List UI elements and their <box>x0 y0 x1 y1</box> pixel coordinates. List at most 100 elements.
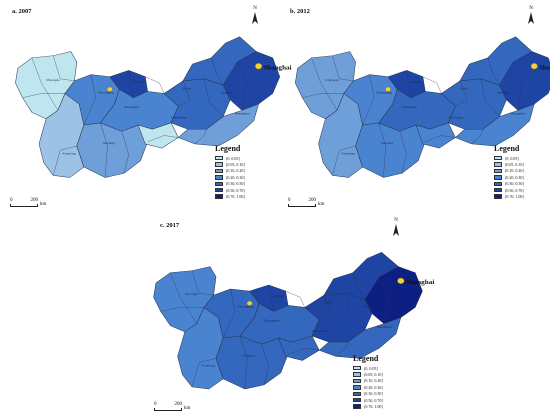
legend-swatch <box>215 168 223 174</box>
county-boundary <box>191 358 217 387</box>
county-boundary <box>378 122 386 178</box>
legend-swatch <box>494 175 502 180</box>
county-boundary <box>487 57 500 86</box>
city-label: Changsha <box>264 319 280 323</box>
city-label: Nanjing <box>497 91 508 95</box>
panel-title: b. 2012 <box>290 8 310 15</box>
legend-item: (0.30, 0.50] <box>215 181 245 187</box>
map-region-south-central <box>215 335 289 390</box>
city-marker <box>246 300 253 306</box>
legend-swatch <box>494 155 502 161</box>
county-boundary <box>352 272 365 300</box>
legend-item: (0.20, 0.30] <box>353 384 383 390</box>
city-label: Wuhan <box>133 80 144 84</box>
legend-item: (0.30, 0.50] <box>353 391 383 397</box>
legend-item: (0.05, 0.10] <box>215 161 245 167</box>
county-boundary <box>319 295 332 320</box>
county-boundary <box>480 78 500 117</box>
map-panel-2012: b. 2012 Chengdu Chongqing Wuhan Hefei Nanjin… <box>278 0 550 210</box>
county-boundary <box>178 80 191 107</box>
legend-swatch <box>353 397 361 403</box>
legend-label: (0, 0.05] <box>364 365 378 371</box>
legend-label: (0.05, 0.10] <box>226 162 245 168</box>
north-arrow-icon <box>528 12 534 24</box>
city-label: Chengdu <box>46 78 60 82</box>
map-region-south-east <box>177 103 259 147</box>
scale-bar: 0 200 km <box>154 402 190 411</box>
legend-title: Legend <box>215 144 241 153</box>
scale-line <box>288 204 316 207</box>
shanghai-label: Shanghai <box>406 279 435 285</box>
legend-label: (0.50, 0.70] <box>505 187 524 193</box>
scale-unit: km <box>40 202 47 207</box>
legend-label: (0.30, 0.50] <box>364 391 383 397</box>
city-label: Hefei <box>460 86 468 90</box>
city-label: Guiyang <box>103 141 116 145</box>
north-arrow-icon <box>252 12 258 24</box>
map-region-north-east <box>459 36 533 86</box>
city-label: Hangzhou <box>511 112 526 116</box>
city-label: Guiyang <box>242 354 255 358</box>
legend-swatch <box>215 162 223 167</box>
county-boundary <box>128 70 134 98</box>
county-boundary <box>31 57 59 111</box>
legend-swatch <box>215 187 223 193</box>
shanghai-label: Shanghai <box>539 65 550 72</box>
map-region-south-east <box>318 317 402 359</box>
legend-swatch <box>353 372 361 377</box>
shanghai-marker <box>254 63 263 70</box>
north-label: N <box>253 6 257 11</box>
legend-label: (0.20, 0.30] <box>505 174 524 180</box>
city-label: Kunming <box>202 364 216 368</box>
legend-label: (0.30, 0.50] <box>226 181 245 187</box>
county-boundary <box>311 57 338 111</box>
county-boundary <box>194 129 207 145</box>
map-panel-2017: c. 2017 Chengdu Chongqing Wuhan Hefei Nanjin… <box>138 212 435 420</box>
legend-swatch <box>494 187 502 193</box>
scale-end: 200 <box>174 402 183 407</box>
legend-label: (0, 0.05] <box>505 155 519 161</box>
map-legend: Legend (0, 0.05] (0.05, 0.10] (0.10, 0.20](… <box>215 144 245 200</box>
scale-start: 0 <box>288 198 291 203</box>
county-boundary <box>345 293 365 330</box>
legend-title: Legend <box>353 354 379 363</box>
choropleth-map: Chengdu Chongqing Wuhan Hefei Nanjing Hangzho… <box>15 36 292 178</box>
city-label: Hangzhou <box>235 112 250 116</box>
scale-line <box>10 204 38 207</box>
map-region-south-central <box>355 122 426 178</box>
legend-item: (0.50, 0.70] <box>353 397 383 403</box>
county-boundary <box>121 131 129 174</box>
legend-item: (0, 0.05] <box>215 155 245 161</box>
legend-label: (0.05, 0.10] <box>505 162 524 168</box>
legend-swatch <box>494 181 502 186</box>
county-boundary <box>332 55 354 82</box>
city-label: Chongqing <box>238 305 254 309</box>
panel-title: a. 2007 <box>12 8 32 15</box>
legend-item: (0.20, 0.30] <box>215 174 245 180</box>
county-boundary <box>160 307 205 312</box>
city-label: Kunming <box>63 152 76 156</box>
city-marker <box>107 86 113 92</box>
legend-label: (0.20, 0.30] <box>226 174 245 180</box>
legend-label: (0.70, 1.00] <box>505 194 524 200</box>
county-boundary <box>145 76 165 94</box>
map-region-south-east <box>454 103 535 147</box>
legend-swatch <box>215 194 223 199</box>
legend-label: (0, 0.05] <box>226 155 240 161</box>
county-boundary <box>379 276 389 324</box>
shanghai-marker <box>397 277 405 284</box>
legend-title: Legend <box>494 144 520 153</box>
county-boundary <box>471 129 484 145</box>
legend-item: (0.50, 0.70] <box>215 187 245 193</box>
legend-label: (0.50, 0.70] <box>364 397 383 403</box>
map-region-north-east <box>323 252 399 300</box>
north-arrow: N <box>528 6 534 24</box>
legend-item: (0.70, 1.00] <box>494 193 524 199</box>
county-boundary <box>287 348 320 355</box>
city-label: Nanjing <box>362 305 374 309</box>
north-arrow-icon <box>393 224 399 236</box>
county-boundary <box>100 122 108 178</box>
legend-swatch <box>353 365 361 371</box>
legend-swatch <box>494 194 502 199</box>
city-label: Hefei <box>183 86 191 90</box>
